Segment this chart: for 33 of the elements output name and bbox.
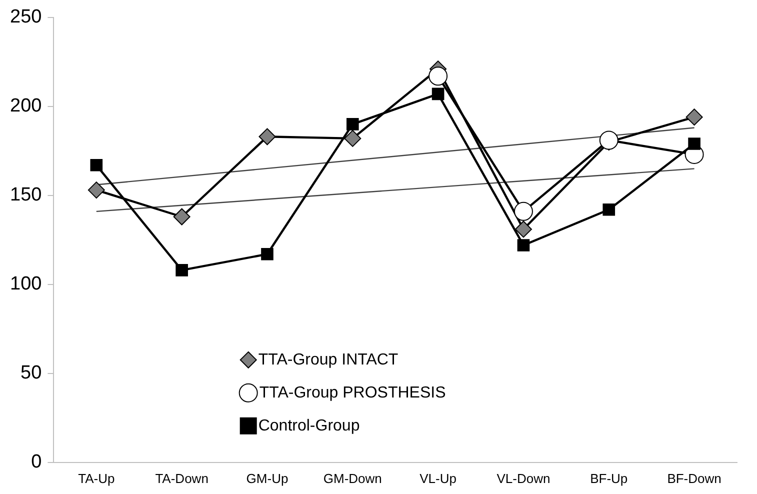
y-tick-label: 250 [10, 6, 42, 28]
legend-label: TTA-Group INTACT [258, 351, 398, 368]
x-tick-label: TA-Up [78, 470, 115, 486]
point [514, 220, 532, 238]
point [346, 118, 359, 130]
point [344, 130, 362, 147]
point [599, 130, 618, 150]
legend-label: TTA-Group PROSTHESIS [259, 384, 446, 402]
x-tick-label: VL-Down [496, 470, 550, 486]
point [88, 182, 105, 199]
point [686, 108, 703, 126]
x-tick-label: VL-Up [420, 470, 456, 486]
x-tick-label: BF-Down [667, 470, 722, 486]
x-tick-label: TA-Down [155, 470, 208, 486]
point [90, 158, 103, 172]
point [602, 203, 616, 216]
point [517, 239, 530, 252]
point [176, 264, 188, 276]
y-tick-label: 100 [10, 274, 42, 295]
x-tick-label: GM-Up [246, 470, 288, 486]
y-tick-label: 50 [20, 362, 42, 384]
y-tick-label: 200 [10, 96, 42, 117]
point [261, 248, 274, 260]
point [432, 88, 444, 100]
x-tick-label: GM-Down [323, 470, 382, 486]
x-tick-label: BF-Up [590, 470, 628, 486]
legend-label: Control-Group [258, 417, 360, 434]
point [258, 128, 276, 146]
point [428, 66, 448, 86]
y-tick-label: 150 [10, 184, 42, 206]
point [173, 208, 190, 226]
y-tick-label: 0 [31, 452, 42, 473]
point [688, 138, 700, 150]
